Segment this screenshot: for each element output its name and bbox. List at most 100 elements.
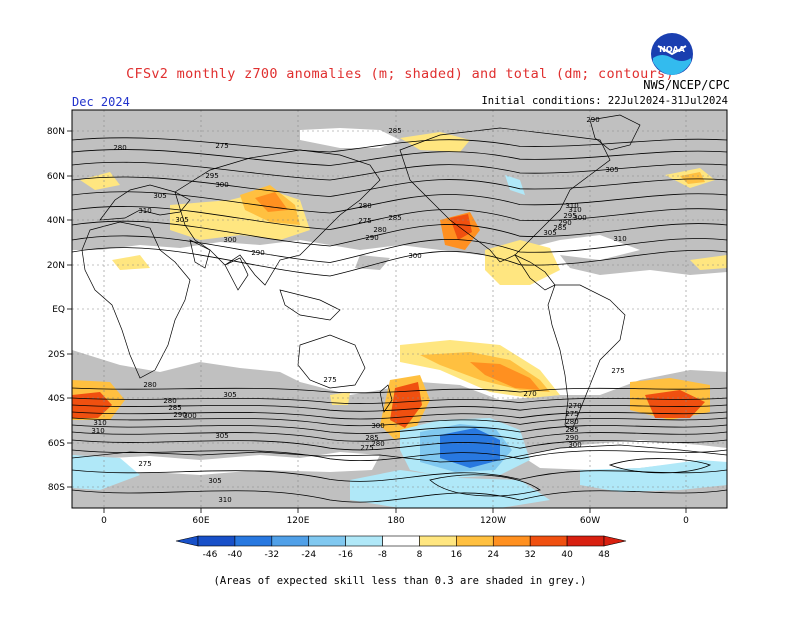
anomaly-region bbox=[390, 382, 422, 428]
colorbar-tick-label: 24 bbox=[488, 550, 500, 560]
contour-value-label: 310 bbox=[93, 419, 106, 427]
map-title: CFSv2 monthly z700 anomalies (m; shaded)… bbox=[126, 66, 674, 82]
contour-value-label: 310 bbox=[565, 202, 578, 210]
valid-month-label: Dec 2024 bbox=[72, 95, 130, 109]
lon-tick-label: 60E bbox=[192, 516, 209, 526]
latitude-labels: 80N 60N 40N 20N EQ 20S 40S 60S 80S bbox=[47, 127, 65, 493]
contour-value-label: 300 bbox=[215, 181, 228, 189]
contour-value-label: 300 bbox=[573, 214, 586, 222]
colorbar-segment bbox=[456, 535, 494, 547]
contour-value-label: 305 bbox=[175, 216, 188, 224]
colorbar-low-triangle bbox=[175, 535, 199, 547]
height-contour bbox=[72, 247, 727, 277]
height-contour bbox=[72, 411, 727, 420]
contour-value-label: 290 bbox=[173, 411, 186, 419]
contour-value-label: 270 bbox=[523, 390, 536, 398]
coastline bbox=[379, 384, 393, 413]
lat-tick-label: EQ bbox=[52, 305, 65, 315]
anomaly-region bbox=[505, 175, 525, 195]
lon-tick-label: 180 bbox=[387, 516, 404, 526]
colorbar-segment bbox=[492, 535, 531, 547]
contour-value-label: 300 bbox=[371, 422, 384, 430]
contour-value-label: 275 bbox=[565, 410, 578, 418]
height-contour bbox=[72, 176, 727, 197]
contour-value-label: 285 bbox=[168, 404, 181, 412]
coastline bbox=[99, 184, 191, 221]
height-contour bbox=[72, 439, 727, 451]
colorbar-tick-label: 48 bbox=[598, 550, 610, 560]
height-contour bbox=[72, 137, 727, 153]
skill-gap-region bbox=[300, 128, 400, 148]
lat-tick-label: 40S bbox=[48, 394, 65, 404]
contour-value-label: 270 bbox=[568, 402, 581, 410]
colorbar-labels: -46 -40 -32 -24 -16 -8 8 16 24 32 40 48 bbox=[203, 550, 610, 560]
height-contour bbox=[72, 206, 727, 230]
contour-value-label: 310 bbox=[91, 427, 104, 435]
contour-label-layer: 280 2752852902953003053103053002902802752… bbox=[91, 116, 626, 504]
coastline-layer bbox=[72, 114, 727, 463]
colorbar-segment bbox=[529, 535, 568, 547]
anomaly-region bbox=[485, 240, 560, 285]
coastline bbox=[589, 114, 641, 151]
lon-tick-label: 60W bbox=[580, 516, 600, 526]
contour-value-label: 285 bbox=[565, 426, 578, 434]
contour-value-label: 275 bbox=[611, 367, 624, 375]
height-contour bbox=[72, 469, 727, 482]
anomaly-region bbox=[580, 460, 727, 492]
anomaly-region bbox=[80, 172, 120, 190]
contour-value-label: 285 bbox=[553, 224, 566, 232]
longitude-labels: 0 60E 120E 180 120W 60W 0 bbox=[101, 516, 689, 526]
coastline bbox=[297, 334, 366, 389]
anomaly-region bbox=[255, 192, 288, 212]
lon-tick-label: 0 bbox=[683, 516, 689, 526]
coastline bbox=[279, 289, 341, 321]
lat-tick-label: 80N bbox=[47, 127, 65, 137]
colorbar-tick-label: -46 bbox=[203, 550, 218, 560]
colorbar-tick-label: 8 bbox=[417, 550, 423, 560]
contour-value-label: 280 bbox=[113, 144, 126, 152]
height-contour bbox=[72, 449, 727, 462]
height-contour bbox=[429, 474, 541, 497]
lon-tick-label: 120E bbox=[287, 516, 310, 526]
colorbar-tick-label: -32 bbox=[264, 550, 279, 560]
contour-value-label: 310 bbox=[613, 235, 626, 243]
contour-value-label: 305 bbox=[543, 229, 556, 237]
colorbar-tick-label: -40 bbox=[228, 550, 243, 560]
contour-value-label: 310 bbox=[218, 496, 231, 504]
colorbar-segment bbox=[197, 535, 236, 547]
contour-value-label: 305 bbox=[215, 432, 228, 440]
lat-tick-label: 20S bbox=[48, 350, 65, 360]
height-contour bbox=[72, 489, 727, 503]
height-contour bbox=[72, 149, 727, 166]
contour-value-label: 290 bbox=[586, 116, 599, 124]
colorbar-tick-label: -24 bbox=[301, 550, 316, 560]
anomaly-region bbox=[470, 362, 540, 390]
colorbar-tick-label: 40 bbox=[561, 550, 573, 560]
height-contour bbox=[72, 397, 727, 404]
anomaly-region bbox=[330, 392, 350, 405]
colorbar-segment bbox=[345, 535, 383, 547]
contour-value-label: 300 bbox=[183, 412, 196, 420]
contour-value-label: 285 bbox=[365, 434, 378, 442]
height-contour bbox=[72, 404, 727, 412]
contour-value-label: 280 bbox=[373, 226, 386, 234]
coastline bbox=[81, 221, 191, 379]
contour-value-label: 305 bbox=[208, 477, 221, 485]
height-contour bbox=[72, 387, 727, 394]
contour-value-label: 280 bbox=[163, 397, 176, 405]
contour-value-label: 280 bbox=[565, 418, 578, 426]
skill-footnote: (Areas of expected skill less than 0.3 a… bbox=[213, 575, 587, 587]
colorbar-high-triangle bbox=[603, 535, 627, 547]
contour-value-label: 295 bbox=[563, 212, 576, 220]
coastline bbox=[399, 127, 611, 263]
anomaly-region bbox=[450, 214, 472, 240]
coastline bbox=[189, 239, 211, 269]
contour-value-label: 275 bbox=[138, 460, 151, 468]
lat-tick-label: 20N bbox=[47, 261, 65, 271]
lat-tick-label: 60S bbox=[48, 439, 65, 449]
contour-value-label: 275 bbox=[323, 376, 336, 384]
noaa-logo-text: NOAA bbox=[659, 45, 685, 54]
contour-value-label: 310 bbox=[138, 207, 151, 215]
colorbar-segment bbox=[308, 535, 346, 547]
